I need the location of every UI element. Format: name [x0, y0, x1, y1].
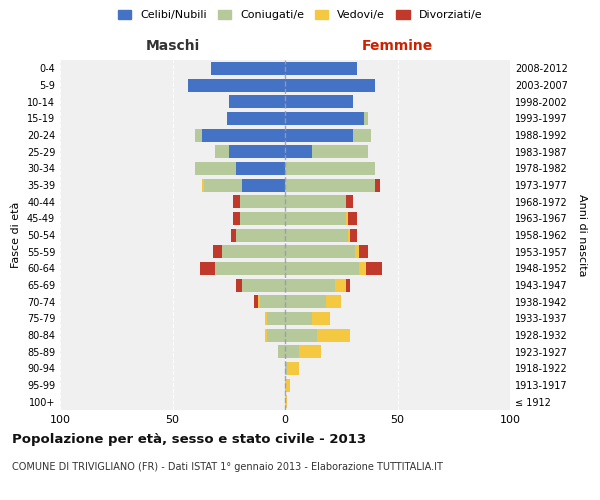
Text: Popolazione per età, sesso e stato civile - 2013: Popolazione per età, sesso e stato civil…	[12, 432, 366, 446]
Bar	[202, 178, 204, 192]
Bar	[235, 162, 285, 175]
Bar	[285, 328, 317, 342]
Legend: Celibi/Nubili, Coniugati/e, Vedovi/e, Divorziati/e: Celibi/Nubili, Coniugati/e, Vedovi/e, Di…	[113, 6, 487, 25]
Bar	[299, 345, 321, 358]
Bar	[346, 278, 350, 291]
Bar	[285, 212, 346, 225]
Bar	[204, 178, 242, 192]
Bar	[285, 378, 290, 392]
Bar	[235, 278, 242, 291]
Bar	[267, 312, 285, 325]
Bar	[359, 262, 366, 275]
Bar	[285, 178, 375, 192]
Bar	[195, 162, 235, 175]
Bar	[287, 362, 299, 375]
Bar	[285, 345, 299, 358]
Bar	[222, 245, 285, 258]
Text: Maschi: Maschi	[145, 38, 200, 52]
Bar	[229, 145, 285, 158]
Bar	[240, 212, 285, 225]
Bar	[355, 245, 359, 258]
Bar	[375, 178, 380, 192]
Text: COMUNE DI TRIVIGLIANO (FR) - Dati ISTAT 1° gennaio 2013 - Elaborazione TUTTITALI: COMUNE DI TRIVIGLIANO (FR) - Dati ISTAT …	[12, 462, 443, 472]
Bar	[258, 295, 260, 308]
Bar	[285, 195, 346, 208]
Bar	[242, 278, 285, 291]
Bar	[353, 128, 371, 141]
Bar	[350, 228, 357, 241]
Bar	[265, 328, 267, 342]
Y-axis label: Anni di nascita: Anni di nascita	[577, 194, 587, 276]
Bar	[346, 212, 348, 225]
Bar	[202, 128, 285, 141]
Bar	[285, 245, 355, 258]
Y-axis label: Fasce di età: Fasce di età	[11, 202, 21, 268]
Bar	[348, 212, 357, 225]
Bar	[364, 112, 368, 125]
Bar	[285, 312, 312, 325]
Bar	[359, 245, 368, 258]
Bar	[285, 228, 348, 241]
Bar	[317, 328, 350, 342]
Bar	[285, 128, 353, 141]
Bar	[335, 278, 346, 291]
Bar	[285, 262, 359, 275]
Bar	[285, 62, 357, 75]
Bar	[233, 195, 240, 208]
Bar	[231, 228, 235, 241]
Bar	[285, 395, 287, 408]
Bar	[348, 228, 350, 241]
Bar	[285, 145, 312, 158]
Bar	[285, 295, 325, 308]
Bar	[312, 145, 368, 158]
Bar	[285, 95, 353, 108]
Bar	[211, 62, 285, 75]
Bar	[229, 95, 285, 108]
Bar	[195, 128, 202, 141]
Bar	[267, 328, 285, 342]
Bar	[325, 295, 341, 308]
Bar	[199, 262, 215, 275]
Bar	[285, 162, 375, 175]
Bar	[278, 345, 285, 358]
Bar	[213, 245, 222, 258]
Bar	[242, 178, 285, 192]
Bar	[254, 295, 258, 308]
Bar	[366, 262, 382, 275]
Bar	[233, 212, 240, 225]
Bar	[188, 78, 285, 92]
Bar	[346, 195, 353, 208]
Bar	[285, 78, 375, 92]
Bar	[285, 362, 287, 375]
Bar	[227, 112, 285, 125]
Bar	[215, 145, 229, 158]
Bar	[215, 262, 285, 275]
Bar	[260, 295, 285, 308]
Bar	[235, 228, 285, 241]
Bar	[240, 195, 285, 208]
Bar	[265, 312, 267, 325]
Text: Femmine: Femmine	[362, 38, 433, 52]
Bar	[285, 278, 335, 291]
Bar	[285, 112, 364, 125]
Bar	[312, 312, 330, 325]
